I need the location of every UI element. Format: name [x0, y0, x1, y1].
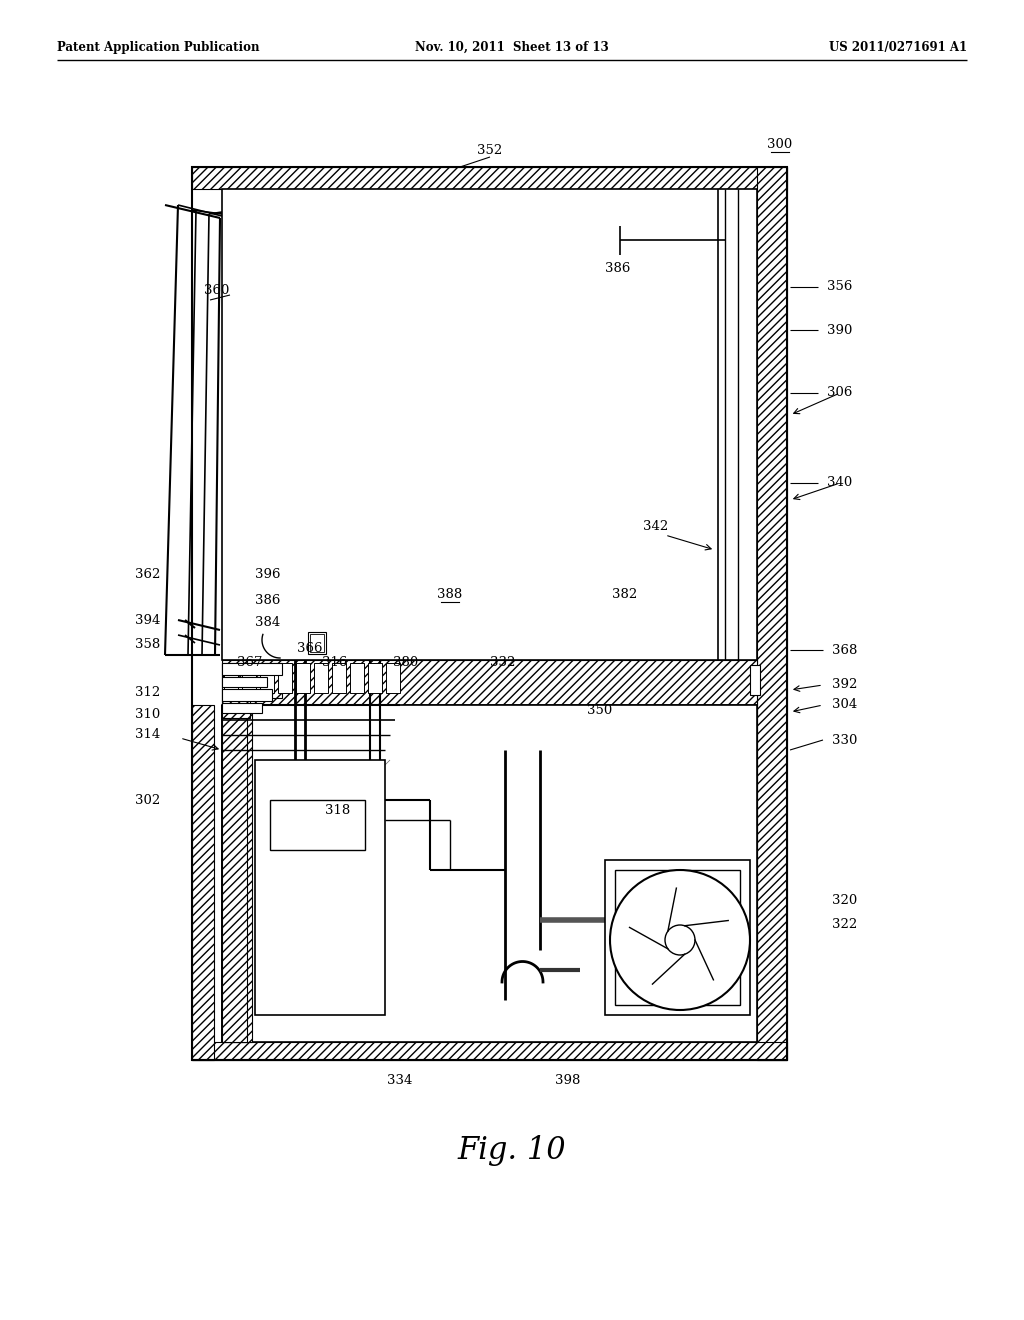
- Bar: [193, 168, 787, 1060]
- Text: 312: 312: [135, 686, 161, 700]
- Text: 306: 306: [827, 387, 853, 400]
- Text: 322: 322: [833, 919, 858, 932]
- Text: 332: 332: [490, 656, 516, 669]
- Text: 367: 367: [238, 656, 263, 669]
- Text: 366: 366: [297, 642, 323, 655]
- Text: 388: 388: [437, 589, 463, 602]
- Bar: [193, 1041, 787, 1060]
- Text: 384: 384: [255, 615, 281, 628]
- Bar: [757, 168, 787, 1060]
- Text: 310: 310: [135, 709, 161, 722]
- Text: 382: 382: [612, 589, 638, 602]
- Bar: [260, 663, 274, 693]
- Bar: [270, 800, 365, 850]
- Bar: [252, 663, 282, 698]
- Text: 356: 356: [827, 281, 853, 293]
- Bar: [615, 870, 740, 1005]
- Bar: [310, 634, 324, 652]
- Bar: [605, 861, 750, 1015]
- Bar: [242, 663, 256, 693]
- Text: 314: 314: [135, 729, 161, 742]
- Text: 316: 316: [323, 656, 348, 669]
- Text: 392: 392: [833, 678, 858, 692]
- Text: Nov. 10, 2011  Sheet 13 of 13: Nov. 10, 2011 Sheet 13 of 13: [415, 41, 609, 54]
- Bar: [386, 663, 400, 693]
- Text: 304: 304: [833, 698, 858, 711]
- Text: 386: 386: [605, 261, 631, 275]
- Bar: [750, 665, 760, 696]
- Bar: [222, 704, 262, 713]
- Bar: [222, 663, 282, 675]
- Text: 352: 352: [477, 144, 503, 157]
- Text: 386: 386: [255, 594, 281, 606]
- Bar: [314, 663, 328, 693]
- Bar: [368, 663, 382, 693]
- Text: 318: 318: [326, 804, 350, 817]
- Text: 362: 362: [135, 569, 161, 582]
- Bar: [222, 677, 267, 686]
- Text: 342: 342: [643, 520, 669, 533]
- Text: Fig. 10: Fig. 10: [458, 1134, 566, 1166]
- Text: US 2011/0271691 A1: US 2011/0271691 A1: [828, 41, 967, 54]
- Bar: [350, 663, 364, 693]
- Bar: [222, 705, 252, 1041]
- Text: 398: 398: [555, 1073, 581, 1086]
- Circle shape: [610, 870, 750, 1010]
- Bar: [222, 689, 272, 701]
- Text: 300: 300: [767, 139, 793, 152]
- Bar: [222, 705, 247, 1041]
- Bar: [222, 189, 757, 660]
- Text: 394: 394: [135, 614, 161, 627]
- Text: 358: 358: [135, 639, 161, 652]
- Bar: [222, 663, 250, 718]
- Bar: [193, 705, 214, 1060]
- Bar: [278, 663, 292, 693]
- Bar: [222, 705, 757, 1041]
- Bar: [400, 705, 740, 785]
- Text: 368: 368: [833, 644, 858, 656]
- Text: 380: 380: [393, 656, 419, 669]
- Text: 350: 350: [588, 704, 612, 717]
- Text: 390: 390: [827, 323, 853, 337]
- Polygon shape: [406, 705, 757, 1001]
- Text: 360: 360: [205, 284, 229, 297]
- Bar: [308, 632, 326, 653]
- Circle shape: [665, 925, 695, 954]
- Text: 340: 340: [827, 477, 853, 490]
- Text: Patent Application Publication: Patent Application Publication: [57, 41, 259, 54]
- Text: 320: 320: [833, 894, 858, 907]
- Bar: [406, 705, 757, 1001]
- Text: 330: 330: [833, 734, 858, 747]
- Bar: [193, 168, 787, 189]
- Text: 302: 302: [135, 793, 161, 807]
- Bar: [224, 663, 238, 693]
- Text: 334: 334: [387, 1073, 413, 1086]
- Bar: [296, 663, 310, 693]
- Bar: [332, 663, 346, 693]
- Bar: [255, 760, 385, 1015]
- Bar: [222, 660, 757, 705]
- Text: 396: 396: [255, 569, 281, 582]
